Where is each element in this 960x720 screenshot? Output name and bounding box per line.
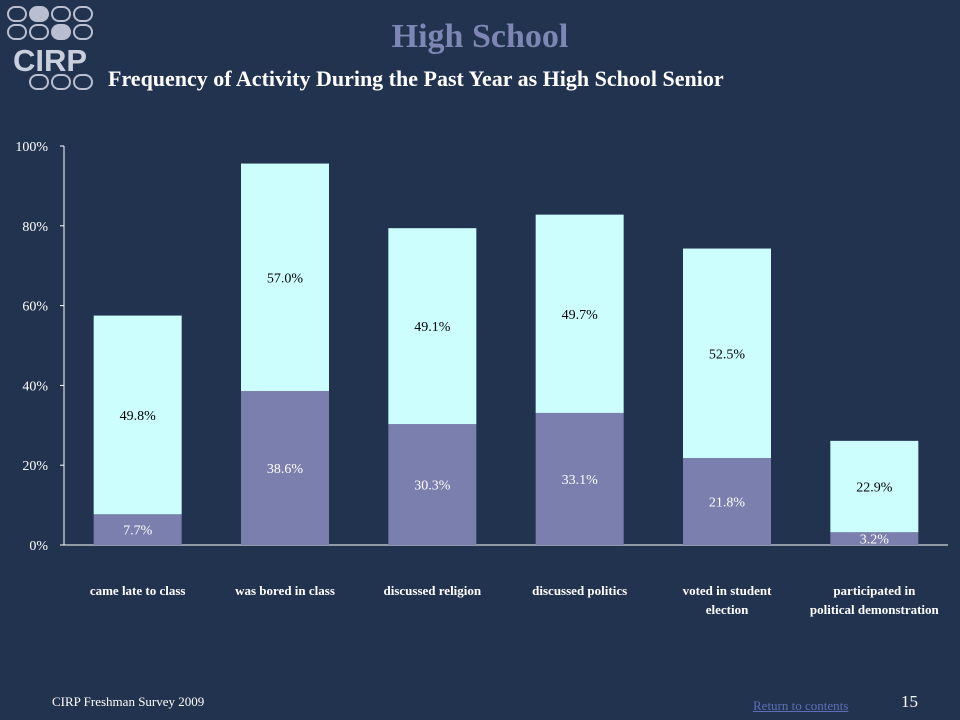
page-number: 15 xyxy=(901,692,918,711)
y-tick-label: 100% xyxy=(15,140,48,155)
bar-occasionally xyxy=(241,163,329,391)
data-label-occasionally: 49.8% xyxy=(120,409,157,424)
data-label-occasionally: 22.9% xyxy=(856,481,893,496)
data-label-occasionally: 52.5% xyxy=(709,347,746,362)
bar-occasionally xyxy=(93,315,182,515)
bar-occasionally xyxy=(388,228,477,425)
data-label-frequently: 3.2% xyxy=(860,533,890,548)
x-category-label: discussed politics xyxy=(532,583,627,598)
bar-frequently xyxy=(241,390,329,545)
y-tick-label: 20% xyxy=(22,459,48,474)
x-category-label: was bored in class xyxy=(235,583,335,598)
return-to-contents-link[interactable]: Return to contents xyxy=(753,698,849,713)
y-tick-label: 40% xyxy=(22,379,48,394)
bar-frequently xyxy=(93,514,182,545)
data-label-occasionally: 57.0% xyxy=(267,271,304,286)
bar-frequently xyxy=(388,424,477,545)
bar-frequently xyxy=(535,412,624,545)
cirp-logo: CIRP xyxy=(7,6,93,90)
data-label-frequently: 21.8% xyxy=(709,496,746,511)
bar-occasionally xyxy=(683,248,771,459)
footer-survey-name: CIRP Freshman Survey 2009 xyxy=(52,694,205,709)
y-tick-label: 80% xyxy=(22,220,48,235)
x-category-label: participated in xyxy=(833,583,916,598)
data-label-frequently: 33.1% xyxy=(562,473,599,488)
y-tick-label: 0% xyxy=(29,539,48,554)
data-label-frequently: 38.6% xyxy=(267,462,304,477)
data-label-occasionally: 49.7% xyxy=(562,308,599,323)
bar-frequently xyxy=(830,532,919,545)
y-tick-label: 60% xyxy=(22,300,48,315)
stacked-bar-chart: 0% 20% 40% 60% 80% 100% 7.7% 49.8% came late to … xyxy=(15,140,948,640)
logo-text: CIRP xyxy=(13,43,87,78)
x-category-label: political demonstration xyxy=(810,602,940,617)
data-label-frequently: 30.3% xyxy=(414,479,451,494)
x-category-label: came late to class xyxy=(90,583,186,598)
x-category-label: election xyxy=(706,602,749,617)
page-title: High School xyxy=(391,18,569,55)
x-category-label: discussed religion xyxy=(384,583,482,598)
legend-label-frequently: frequently xyxy=(505,639,572,640)
bar-occasionally xyxy=(830,440,919,533)
data-label-occasionally: 49.1% xyxy=(414,320,451,335)
legend-label-occasionally: occasionally xyxy=(374,639,452,640)
bar-occasionally xyxy=(535,214,624,413)
chart-subtitle: Frequency of Activity During the Past Ye… xyxy=(108,66,724,91)
x-category-label: voted in student xyxy=(683,583,773,598)
data-label-frequently: 7.7% xyxy=(123,524,153,539)
bar-frequently xyxy=(683,458,771,545)
